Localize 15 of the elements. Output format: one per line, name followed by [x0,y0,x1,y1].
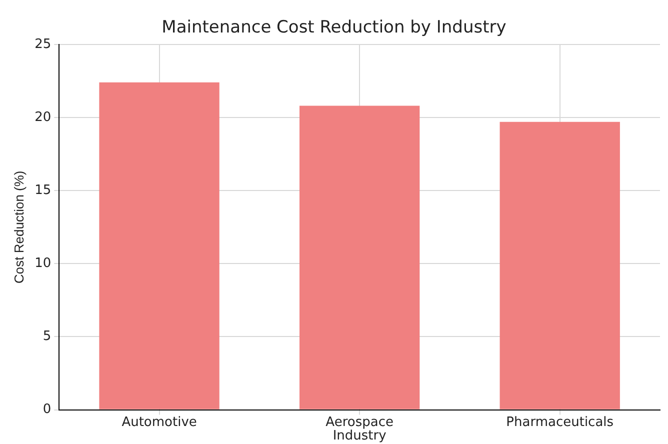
y-tick-label: 5 [42,329,52,344]
chart-title: Maintenance Cost Reduction by Industry [162,18,506,38]
bar [500,122,620,410]
y-tick-label: 15 [34,182,52,198]
x-tick-label: Aerospace [326,414,394,430]
y-tick-label: 25 [34,36,52,52]
bar [299,106,420,410]
x-tick-label: Automotive [122,414,197,430]
x-tick-label: Pharmaceuticals [506,414,614,430]
y-axis-title: Cost Reduction (%) [11,170,26,284]
y-tick-label: 20 [34,110,52,125]
x-axis-title: Industry [332,428,387,444]
bar [99,82,220,410]
y-tick-label: 0 [42,402,52,418]
y-tick-label: 10 [34,256,52,272]
